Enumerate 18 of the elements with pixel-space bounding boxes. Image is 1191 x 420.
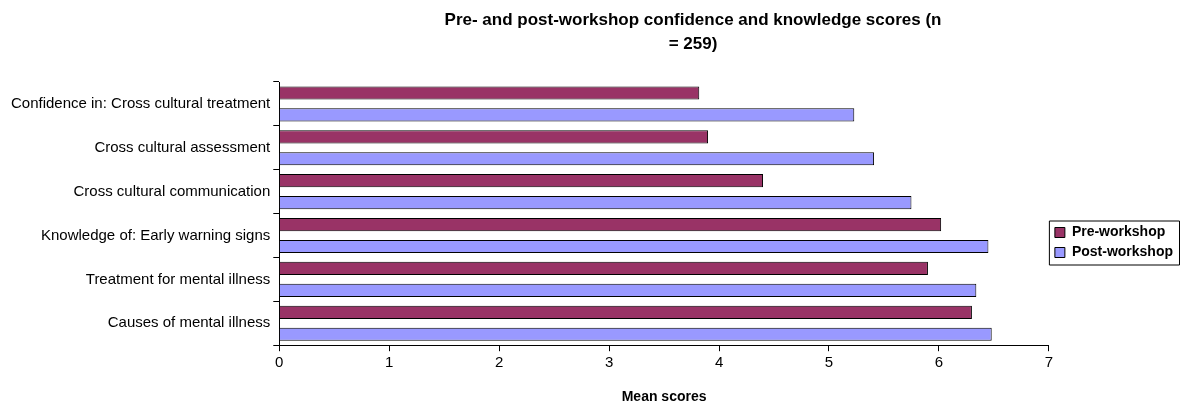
x-tick-label: 6 xyxy=(934,353,944,371)
legend-label: Pre-workshop xyxy=(1071,223,1166,240)
y-tick-label: Knowledge of: Early warning signs xyxy=(40,225,271,243)
y-tick-label: Causes of mental illness xyxy=(107,313,271,331)
chart-title: Pre- and post-workshop confidence and knowledge scores (n = 259) xyxy=(443,9,943,55)
x-axis-title: Mean scores xyxy=(621,388,707,405)
x-tick-label: 1 xyxy=(385,353,394,371)
x-tick-label: 2 xyxy=(495,353,504,371)
legend-label: Post-workshop xyxy=(1071,243,1174,260)
x-tick-label: 5 xyxy=(824,353,834,371)
y-tick-label: Confidence in: Cross cultural treatment xyxy=(10,94,272,112)
y-tick-label: Cross cultural assessment xyxy=(94,137,272,155)
x-tick-label: 0 xyxy=(275,353,284,371)
y-tick-label: Cross cultural communication xyxy=(73,181,271,199)
y-tick-label: Treatment for mental illness xyxy=(85,269,271,287)
x-tick-label: 3 xyxy=(604,353,614,371)
x-tick-label: 4 xyxy=(714,353,724,371)
x-tick-label: 7 xyxy=(1044,353,1054,371)
